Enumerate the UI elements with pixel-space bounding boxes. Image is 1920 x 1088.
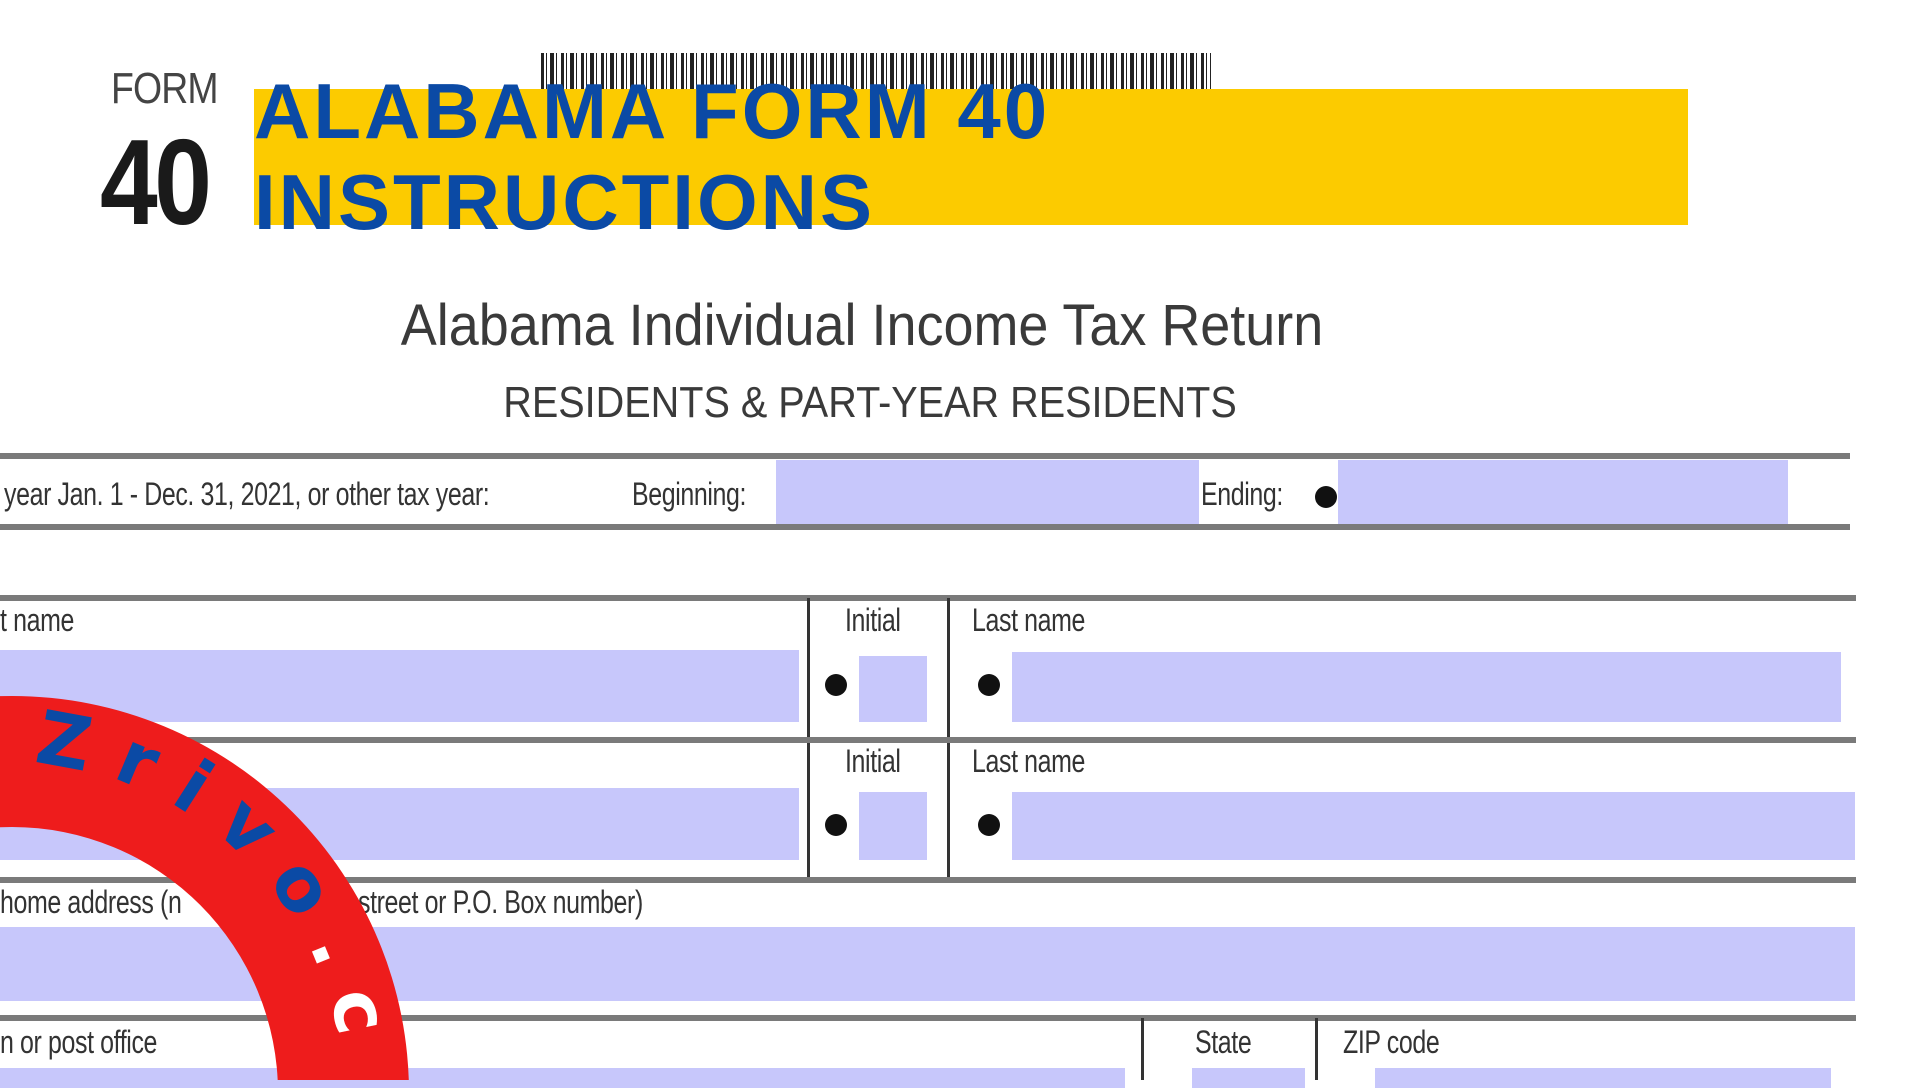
bullet-icon bbox=[825, 674, 847, 696]
last-name-field[interactable] bbox=[1012, 652, 1841, 722]
initial-label: Initial bbox=[845, 602, 901, 638]
address-field[interactable] bbox=[0, 927, 1855, 1001]
form-subtitle: RESIDENTS & PART-YEAR RESIDENTS bbox=[503, 378, 1237, 427]
divider bbox=[0, 524, 1850, 530]
zip-field[interactable] bbox=[1375, 1068, 1831, 1088]
divider bbox=[0, 453, 1850, 459]
bullet-icon bbox=[978, 814, 1000, 836]
city-label: n or post office bbox=[0, 1024, 158, 1060]
tax-year-label: year Jan. 1 - Dec. 31, 2021, or other ta… bbox=[4, 476, 490, 512]
spouse-last-name-label: Last name bbox=[972, 743, 1086, 779]
spouse-initial-label: Initial bbox=[845, 743, 901, 779]
last-name-label: Last name bbox=[972, 602, 1086, 638]
first-name-field[interactable] bbox=[0, 650, 799, 722]
beginning-date-field[interactable] bbox=[776, 460, 1199, 524]
beginning-label: Beginning: bbox=[632, 476, 747, 512]
form-title: Alabama Individual Income Tax Return bbox=[400, 293, 1324, 358]
form-number: 40 bbox=[100, 114, 212, 250]
divider bbox=[0, 1015, 1856, 1021]
title-banner: ALABAMA FORM 40 INSTRUCTIONS bbox=[254, 67, 1688, 246]
divider bbox=[0, 595, 1856, 601]
zip-label: ZIP code bbox=[1343, 1024, 1440, 1060]
city-field[interactable] bbox=[0, 1068, 1125, 1088]
divider bbox=[0, 877, 1856, 883]
address-label-left: home address (n bbox=[0, 884, 182, 920]
barcode bbox=[541, 53, 1211, 89]
initial-field[interactable] bbox=[859, 656, 927, 722]
first-name-label: t name bbox=[0, 602, 74, 638]
divider bbox=[1141, 1018, 1144, 1080]
state-label: State bbox=[1195, 1024, 1252, 1060]
address-label-right: street or P.O. Box number) bbox=[358, 884, 643, 920]
spouse-last-name-field[interactable] bbox=[1012, 792, 1855, 860]
ending-date-field[interactable] bbox=[1338, 460, 1788, 524]
form-label: FORM bbox=[111, 64, 219, 113]
divider bbox=[1315, 1018, 1318, 1080]
bullet-icon bbox=[1315, 486, 1337, 508]
spouse-first-name-field[interactable] bbox=[0, 788, 799, 860]
spouse-initial-field[interactable] bbox=[859, 792, 927, 860]
bullet-icon bbox=[825, 814, 847, 836]
banner-title: ALABAMA FORM 40 INSTRUCTIONS bbox=[254, 67, 1051, 246]
ending-label: Ending: bbox=[1201, 476, 1283, 512]
bullet-icon bbox=[978, 674, 1000, 696]
divider bbox=[0, 737, 1856, 743]
state-field[interactable] bbox=[1192, 1068, 1305, 1088]
